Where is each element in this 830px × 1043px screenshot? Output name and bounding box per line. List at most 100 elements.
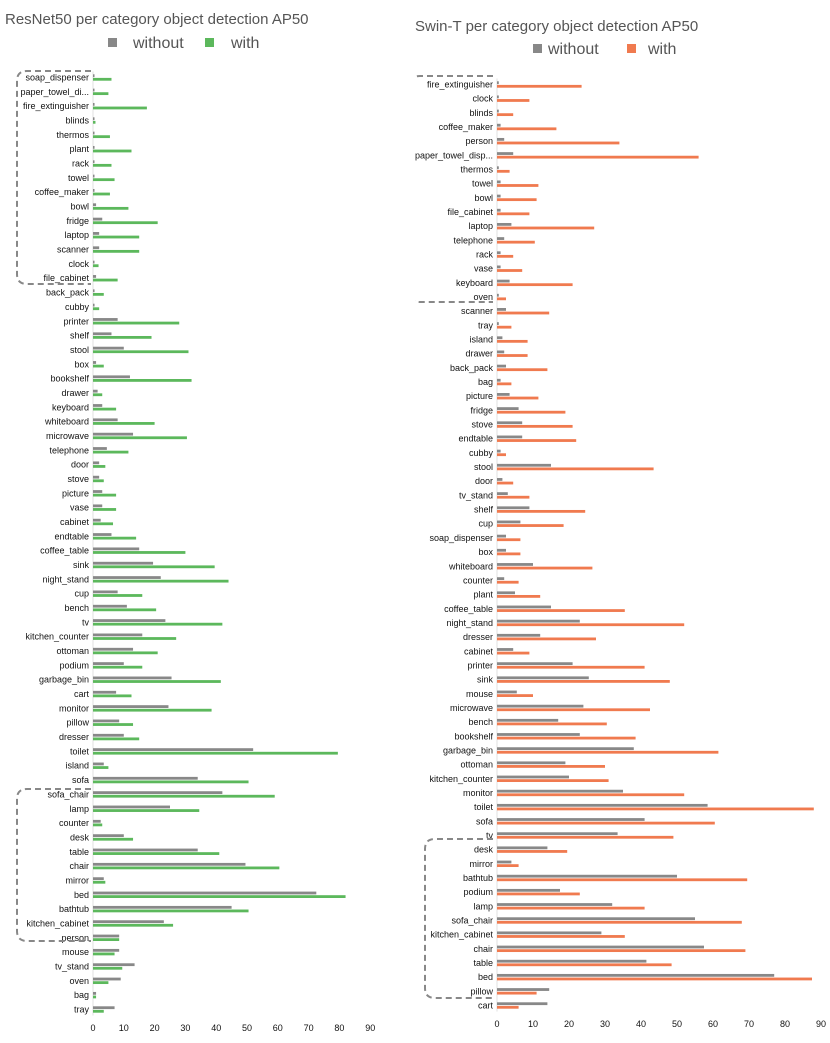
bar-with-fridge bbox=[497, 410, 566, 414]
bar-without-dresser bbox=[93, 733, 124, 737]
legend-swatch-without bbox=[108, 38, 117, 47]
bar-without-ottoman bbox=[93, 647, 134, 651]
bar-without-monitor bbox=[93, 705, 169, 708]
bar-with-ottoman bbox=[497, 765, 605, 768]
category-label-bed: bed bbox=[74, 890, 89, 900]
category-label-ottoman: ottoman bbox=[56, 646, 89, 656]
category-label-cabinet: cabinet bbox=[60, 517, 90, 527]
bar-without-stove bbox=[497, 421, 523, 425]
bar-without-tv bbox=[93, 619, 166, 622]
bar-without-fire-extinguisher bbox=[497, 81, 499, 85]
category-label-endtable: endtable bbox=[54, 531, 89, 541]
category-label-soap-dispenser: soap_dispenser bbox=[25, 73, 89, 83]
bar-without-kitchen-cabinet bbox=[93, 920, 164, 924]
bar-without-bathtub bbox=[497, 874, 677, 878]
bar-with-oven bbox=[93, 981, 109, 985]
category-label-podium: podium bbox=[463, 887, 493, 897]
bar-with-bookshelf bbox=[93, 379, 192, 382]
category-label-stool: stool bbox=[474, 462, 493, 472]
category-label-kitchen-cabinet: kitchen_cabinet bbox=[26, 918, 89, 928]
x-tick-30: 30 bbox=[180, 1023, 190, 1033]
group-bracket-1 bbox=[16, 70, 91, 285]
bar-with-person bbox=[93, 938, 120, 942]
bar-with-stove bbox=[93, 479, 104, 483]
category-label-cup: cup bbox=[478, 519, 493, 529]
bar-with-scanner bbox=[93, 249, 140, 253]
bar-with-drawer bbox=[497, 354, 528, 357]
bar-with-chair bbox=[93, 866, 280, 870]
bar-with-vase bbox=[93, 508, 117, 511]
x-tick-50: 50 bbox=[672, 1019, 682, 1029]
bar-with-printer bbox=[497, 665, 645, 669]
bar-with-lamp bbox=[497, 906, 645, 910]
bar-with-soap-dispenser bbox=[497, 538, 521, 542]
bar-without-desk bbox=[93, 834, 124, 838]
category-label-clock: clock bbox=[68, 259, 89, 269]
bar-with-stool bbox=[497, 467, 654, 471]
category-label-kitchen-counter: kitchen_counter bbox=[25, 632, 89, 642]
bar-with-counter bbox=[497, 580, 519, 584]
bar-with-kitchen-counter bbox=[497, 779, 609, 782]
bar-with-fire-extinguisher bbox=[497, 84, 582, 88]
category-label-back-pack: back_pack bbox=[46, 288, 90, 298]
bar-without-bowl bbox=[93, 203, 97, 207]
category-label-cart: cart bbox=[478, 1001, 494, 1011]
category-label-lamp: lamp bbox=[473, 901, 493, 911]
bar-without-telephone bbox=[93, 447, 107, 450]
category-label-kitchen-cabinet: kitchen_cabinet bbox=[430, 930, 493, 940]
bar-with-night-stand bbox=[93, 579, 229, 583]
category-label-vase: vase bbox=[474, 264, 493, 274]
category-label-tv: tv bbox=[486, 830, 494, 840]
chart-title: Swin-T per category object detection AP5… bbox=[415, 18, 698, 35]
bar-without-keyboard bbox=[497, 279, 510, 283]
bar-without-cabinet bbox=[93, 518, 101, 522]
bar-without-towel bbox=[93, 174, 95, 178]
bar-without-cabinet bbox=[497, 648, 514, 651]
bar-with-monitor bbox=[93, 708, 212, 712]
x-tick-80: 80 bbox=[334, 1023, 344, 1033]
category-label-bench: bench bbox=[468, 717, 493, 727]
x-tick-80: 80 bbox=[780, 1019, 790, 1029]
bar-without-back-pack bbox=[93, 289, 95, 293]
category-label-bag: bag bbox=[74, 990, 89, 1000]
bar-with-whiteboard bbox=[93, 422, 155, 425]
bar-without-oven bbox=[497, 293, 499, 297]
bar-with-sink bbox=[497, 680, 670, 683]
bar-with-bench bbox=[93, 608, 157, 612]
category-label-whiteboard: whiteboard bbox=[448, 561, 493, 571]
category-label-sofa: sofa bbox=[72, 775, 89, 785]
bar-with-tray bbox=[497, 325, 512, 329]
bar-with-cubby bbox=[497, 453, 506, 457]
bar-with-coffee-table bbox=[497, 609, 625, 612]
bar-without-clock bbox=[93, 260, 95, 264]
bar-with-island bbox=[93, 766, 109, 769]
category-label-mouse: mouse bbox=[466, 689, 493, 699]
bar-without-keyboard bbox=[93, 404, 103, 407]
category-label-coffee-table: coffee_table bbox=[444, 604, 493, 614]
bar-with-back-pack bbox=[497, 368, 548, 372]
category-label-mirror: mirror bbox=[66, 875, 90, 885]
bar-without-monitor bbox=[497, 789, 623, 793]
bar-without-tv-stand bbox=[497, 492, 508, 496]
bar-with-plant bbox=[497, 594, 541, 598]
swin-t-chart: Swin-T per category object detection AP5… bbox=[415, 18, 826, 1029]
category-label-bathtub: bathtub bbox=[463, 873, 493, 883]
bar-with-towel bbox=[93, 178, 115, 182]
bar-without-table bbox=[93, 848, 198, 852]
bar-without-kitchen-counter bbox=[93, 633, 143, 637]
category-label-blinds: blinds bbox=[65, 116, 89, 126]
category-label-cart: cart bbox=[74, 689, 90, 699]
category-label-cup: cup bbox=[74, 589, 89, 599]
bar-without-blinds bbox=[497, 109, 499, 113]
bar-with-stove bbox=[497, 424, 573, 428]
bar-without-tv bbox=[497, 832, 618, 836]
bar-with-bed bbox=[93, 895, 346, 898]
bar-without-sink bbox=[93, 561, 154, 565]
bar-without-thermos bbox=[93, 131, 95, 135]
bar-without-island bbox=[93, 762, 104, 766]
category-label-counter: counter bbox=[463, 575, 493, 585]
bar-without-sofa-chair bbox=[93, 791, 223, 795]
bar-with-cart bbox=[497, 1005, 519, 1009]
bar-with-counter bbox=[93, 823, 103, 827]
x-tick-60: 60 bbox=[708, 1019, 718, 1029]
